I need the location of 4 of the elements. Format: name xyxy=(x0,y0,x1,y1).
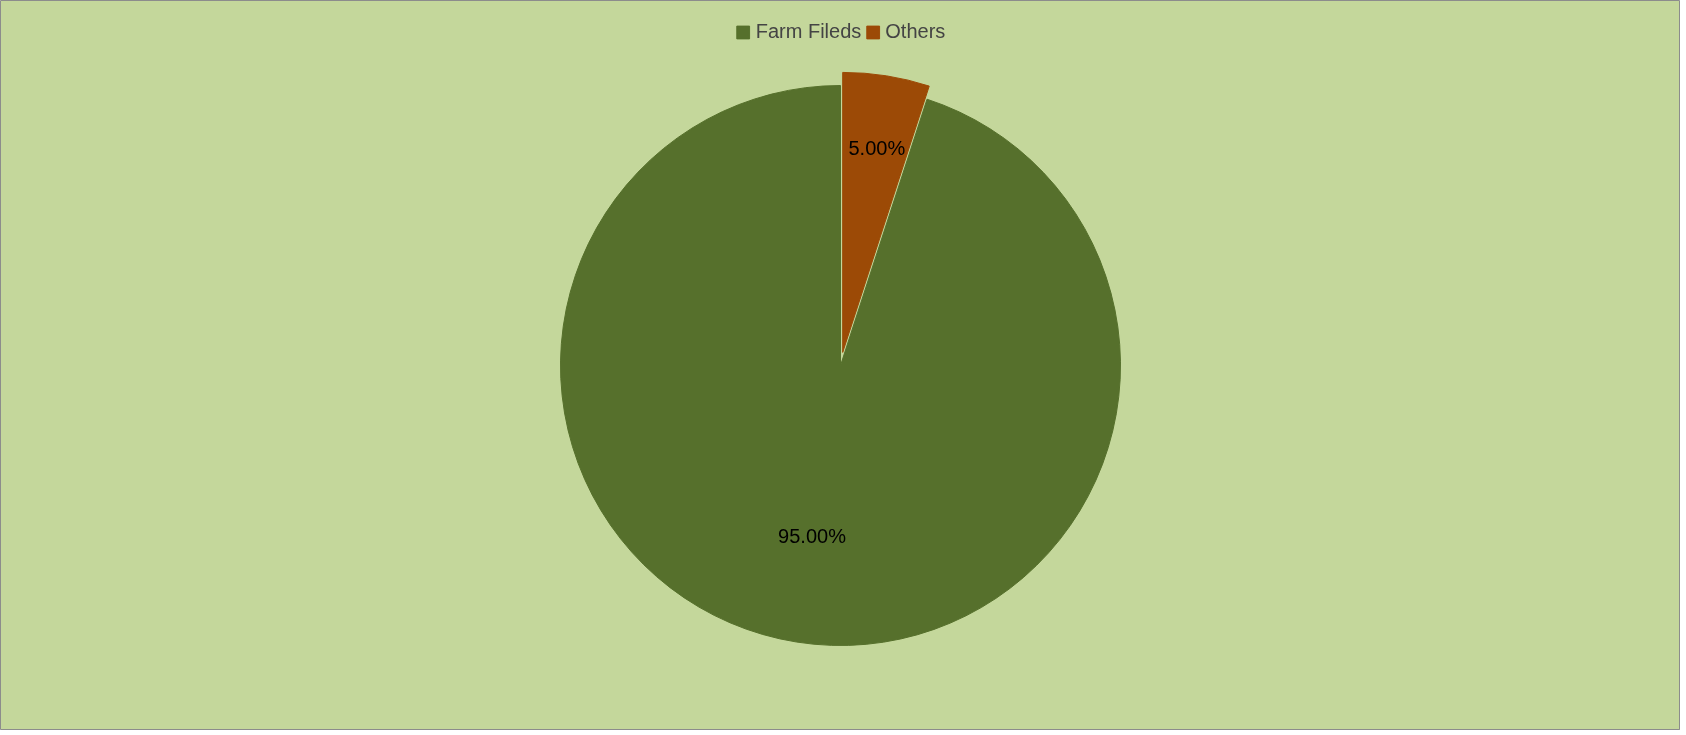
legend-label: Others xyxy=(885,20,946,43)
data-label: 95.00% xyxy=(778,524,847,547)
legend-label: Farm Fileds xyxy=(755,20,862,43)
data-label: 5.00% xyxy=(848,136,906,159)
